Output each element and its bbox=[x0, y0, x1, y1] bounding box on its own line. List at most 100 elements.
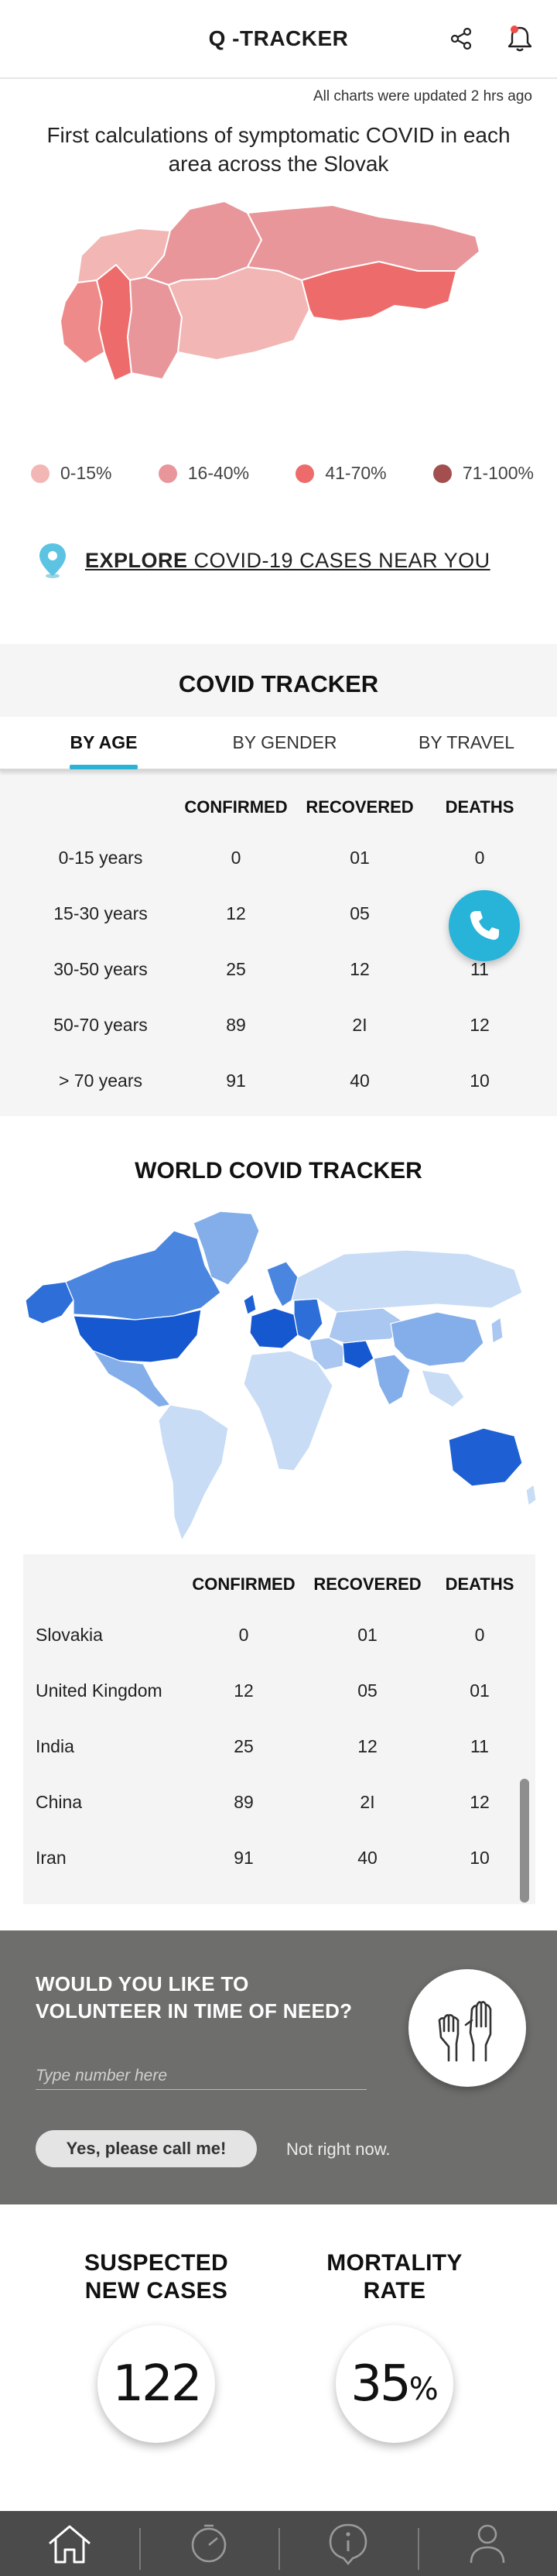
volunteer-question-line: VOLUNTEER IN TIME OF NEED? bbox=[36, 1999, 353, 2023]
deaths-cell: 10 bbox=[470, 1070, 490, 1091]
nav-separator bbox=[418, 2528, 419, 2570]
region-iran bbox=[342, 1340, 374, 1369]
region-china bbox=[390, 1311, 484, 1367]
deaths-cell: 11 bbox=[470, 1735, 489, 1756]
mortality-number: 35 bbox=[350, 2355, 411, 2413]
confirmed-cell: 89 bbox=[234, 1791, 254, 1812]
nav-separator bbox=[139, 2528, 141, 2570]
column-header: DEATHS bbox=[445, 797, 514, 817]
region-banska bbox=[168, 266, 310, 361]
confirmed-cell: 89 bbox=[226, 1014, 246, 1035]
nav-profile[interactable] bbox=[418, 2511, 557, 2576]
nav-timer[interactable] bbox=[139, 2511, 278, 2576]
confirmed-cell: 91 bbox=[226, 1070, 246, 1091]
legend-item: 41-70% bbox=[296, 463, 387, 484]
volunteer-question-line: WOULD YOU LIKE TO bbox=[36, 1972, 249, 1995]
region-bratislava bbox=[60, 279, 105, 365]
column-header bbox=[23, 1562, 186, 1607]
deaths-cell: 0 bbox=[474, 847, 485, 868]
recovered-cell: 05 bbox=[350, 903, 370, 923]
confirmed-cell: 91 bbox=[234, 1847, 254, 1868]
legend-swatch bbox=[296, 464, 315, 483]
recovered-cell: 2I bbox=[352, 1014, 367, 1035]
legend-label: 41-70% bbox=[325, 463, 387, 483]
tab-by-gender[interactable]: BY GENDER bbox=[232, 732, 337, 752]
notification-badge bbox=[511, 26, 518, 33]
legend-item: 71-100% bbox=[432, 463, 534, 484]
deaths-cell: 11 bbox=[470, 958, 489, 979]
deaths-cell: 01 bbox=[470, 1680, 490, 1701]
table-row: 30-50 years 25 12 11 bbox=[23, 941, 534, 997]
table-row: > 70 years 91 40 10 bbox=[23, 1053, 534, 1108]
country-label: Slovakia bbox=[36, 1624, 103, 1645]
mortality-rate-label: MORTALITY RATE bbox=[294, 2249, 495, 2305]
suspected-number: 122 bbox=[112, 2355, 202, 2413]
region-usa bbox=[73, 1309, 202, 1363]
country-label: United Kingdom bbox=[36, 1680, 162, 1701]
country-label: India bbox=[36, 1735, 74, 1756]
row-label: 0-15 years bbox=[58, 847, 143, 868]
yes-call-me-button[interactable]: Yes, please call me! bbox=[36, 2130, 257, 2167]
region-central-asia bbox=[328, 1307, 407, 1344]
share-icon[interactable] bbox=[446, 22, 477, 56]
region-africa bbox=[243, 1350, 333, 1471]
country-label: Iran bbox=[36, 1847, 67, 1868]
confirmed-cell: 12 bbox=[226, 903, 246, 923]
region-greenland bbox=[193, 1211, 260, 1286]
nav-info[interactable] bbox=[278, 2511, 418, 2576]
volunteer-question: WOULD YOU LIKE TO VOLUNTEER IN TIME OF N… bbox=[36, 1971, 352, 2025]
region-alaska bbox=[25, 1281, 74, 1324]
legend-label: 16-40% bbox=[187, 463, 250, 483]
world-table-container[interactable] bbox=[23, 1554, 535, 1904]
table-header-row: CONFIRMED RECOVERED DEATHS bbox=[23, 1562, 526, 1607]
explore-label[interactable]: EXPLORE COVID-19 CASES NEAR YOU bbox=[85, 548, 490, 572]
world-tracker-title: WORLD COVID TRACKER bbox=[135, 1158, 422, 1184]
bell-icon[interactable] bbox=[504, 22, 535, 56]
region-southeast-asia bbox=[421, 1369, 465, 1408]
suspected-label-line: SUSPECTED bbox=[84, 2250, 229, 2276]
tab-by-travel[interactable]: BY TRAVEL bbox=[418, 732, 514, 752]
table-scrollbar[interactable] bbox=[520, 1779, 529, 1903]
region-canada bbox=[65, 1230, 221, 1321]
slovakia-map[interactable] bbox=[54, 194, 511, 426]
map-pin-icon bbox=[39, 543, 66, 578]
region-trnava bbox=[96, 264, 132, 382]
column-header bbox=[23, 785, 178, 830]
phone-number-input[interactable] bbox=[36, 2062, 367, 2090]
recovered-cell: 12 bbox=[350, 958, 370, 979]
table-row: Iran 91 40 10 bbox=[23, 1830, 526, 1886]
table-row: Slovakia 0 01 0 bbox=[23, 1607, 526, 1663]
bottom-navigation bbox=[0, 2511, 557, 2576]
region-india bbox=[373, 1354, 411, 1406]
confirmed-cell: 12 bbox=[234, 1680, 254, 1701]
region-japan bbox=[490, 1317, 504, 1344]
legend-item: 16-40% bbox=[158, 463, 250, 484]
legend-label: 71-100% bbox=[462, 463, 534, 483]
legend-swatch bbox=[31, 464, 50, 483]
phone-icon bbox=[470, 911, 499, 940]
legend-swatch bbox=[432, 464, 452, 483]
mortality-rate-value: 35% bbox=[336, 2325, 453, 2443]
mortality-label-line: MORTALITY bbox=[326, 2250, 463, 2276]
timer-icon bbox=[191, 2524, 227, 2563]
world-map[interactable] bbox=[19, 1208, 538, 1548]
column-header: DEATHS bbox=[445, 1574, 514, 1594]
deaths-cell: 10 bbox=[470, 1847, 490, 1868]
confirmed-cell: 0 bbox=[231, 847, 241, 868]
suspected-cases-value: 122 bbox=[97, 2325, 215, 2443]
confirmed-cell: 25 bbox=[234, 1735, 254, 1756]
call-button[interactable] bbox=[449, 890, 520, 961]
confirmed-cell: 25 bbox=[226, 958, 246, 979]
nav-home[interactable] bbox=[0, 2511, 139, 2576]
map-title: First calculations of symptomatic COVID … bbox=[46, 123, 511, 176]
recovered-cell: 05 bbox=[357, 1680, 378, 1701]
tab-by-age[interactable]: BY AGE bbox=[70, 732, 138, 752]
explore-link[interactable]: EXPLORE COVID-19 CASES NEAR YOU bbox=[37, 542, 490, 579]
covid-tracker-title: COVID TRACKER bbox=[178, 670, 379, 697]
info-icon bbox=[329, 2523, 367, 2565]
not-right-now-link[interactable]: Not right now. bbox=[286, 2139, 391, 2159]
region-kosice bbox=[301, 261, 457, 322]
region-europe-east bbox=[293, 1298, 323, 1341]
update-notice: All charts were updated 2 hrs ago bbox=[313, 88, 532, 104]
column-header: RECOVERED bbox=[306, 797, 414, 817]
